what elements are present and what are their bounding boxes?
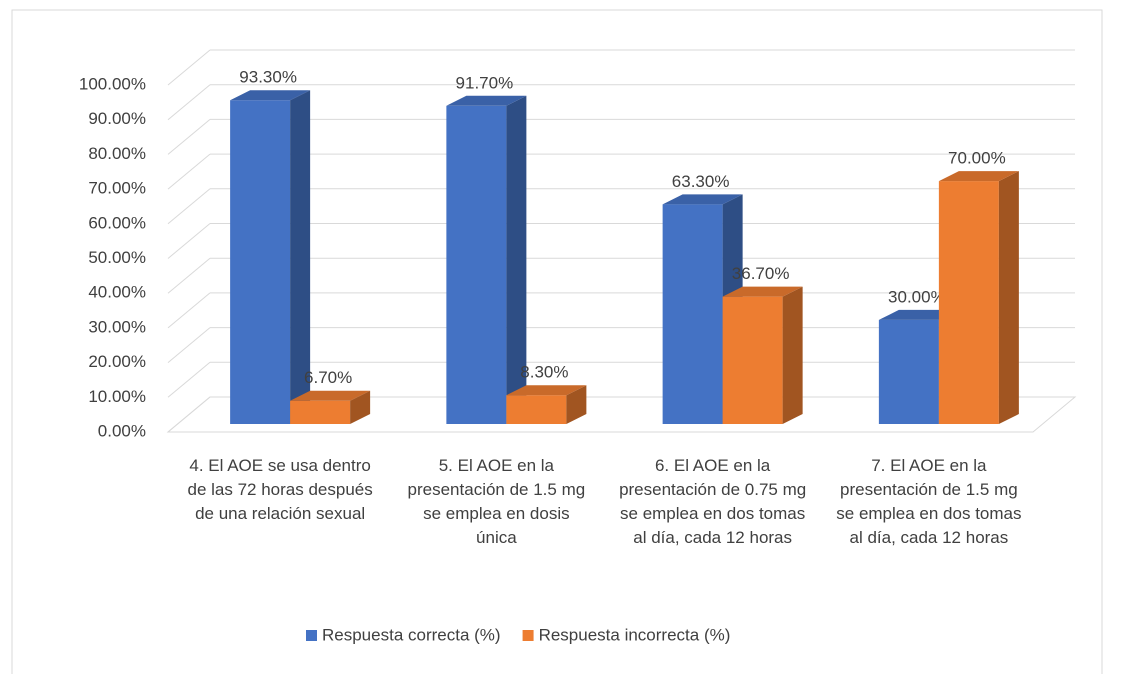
grid-line: [167, 49, 211, 86]
chart-frame: [11, 9, 1103, 674]
bar-top: [290, 390, 371, 401]
x-tick-label: 5. El AOE en la presentación de 1.5 mg s…: [407, 456, 586, 547]
y-tick-label: 30.00%: [88, 317, 146, 336]
bar-front: [722, 296, 783, 424]
grid-line: [167, 327, 211, 363]
legend-label: Respuesta incorrecta (%): [539, 625, 731, 644]
bar-top: [722, 286, 803, 297]
grid-line: [167, 292, 211, 329]
data-label: 8.30%: [520, 363, 568, 382]
data-label: 93.30%: [239, 68, 297, 87]
grid-line: [167, 84, 211, 121]
y-tick-label: 100.00%: [79, 74, 146, 93]
y-tick-label: 70.00%: [88, 179, 146, 198]
bar-front: [230, 100, 291, 425]
legend-label: Respuesta correcta (%): [322, 625, 501, 644]
bar-front: [290, 400, 351, 424]
x-tick-label: 7. El AOE en la presentación de 1.5 mg s…: [836, 456, 1022, 547]
bar-front: [446, 105, 507, 425]
y-tick-label: 0.00%: [98, 421, 146, 440]
grid-line: [167, 188, 211, 225]
grid-line: [167, 257, 211, 294]
data-label: 6.70%: [304, 368, 352, 387]
bar-side: [566, 385, 587, 424]
bar-front: [938, 181, 999, 424]
data-label: 36.70%: [732, 264, 790, 283]
data-label: 30.00%: [888, 287, 946, 306]
y-tick-label: 90.00%: [88, 109, 146, 128]
legend-swatch: [306, 630, 317, 641]
bar-front: [878, 319, 939, 424]
data-label: 63.30%: [672, 172, 730, 191]
legend-swatch: [522, 630, 534, 641]
bar-top: [506, 385, 587, 396]
y-tick-label: 40.00%: [88, 283, 146, 302]
grid-line: [167, 119, 211, 155]
grid-line: [167, 361, 211, 398]
grid-line: [167, 223, 211, 259]
y-tick-label: 20.00%: [88, 352, 146, 371]
bar-side: [782, 286, 803, 424]
bar-top: [230, 90, 311, 101]
bar-side: [350, 390, 371, 424]
floor: [166, 396, 1077, 433]
y-tick-label: 10.00%: [88, 387, 146, 406]
bar-side: [506, 95, 527, 425]
y-tick-label: 50.00%: [88, 248, 146, 267]
bar-top: [662, 194, 743, 205]
bar-front: [506, 395, 567, 424]
x-tick-label: 6. El AOE en la presentación de 0.75 mg …: [619, 456, 807, 547]
y-tick-label: 80.00%: [88, 144, 146, 163]
bar-top: [938, 171, 1019, 182]
data-label: 70.00%: [948, 149, 1006, 168]
bar-front: [662, 204, 723, 424]
bar-top: [446, 95, 527, 106]
bar-side: [290, 90, 311, 425]
y-tick-label: 60.00%: [88, 213, 146, 232]
grid-line: [167, 153, 211, 190]
x-tick-label: 4. El AOE se usa dentro de las 72 horas …: [187, 456, 373, 523]
data-label: 91.70%: [456, 73, 514, 92]
bar-side: [998, 171, 1019, 424]
